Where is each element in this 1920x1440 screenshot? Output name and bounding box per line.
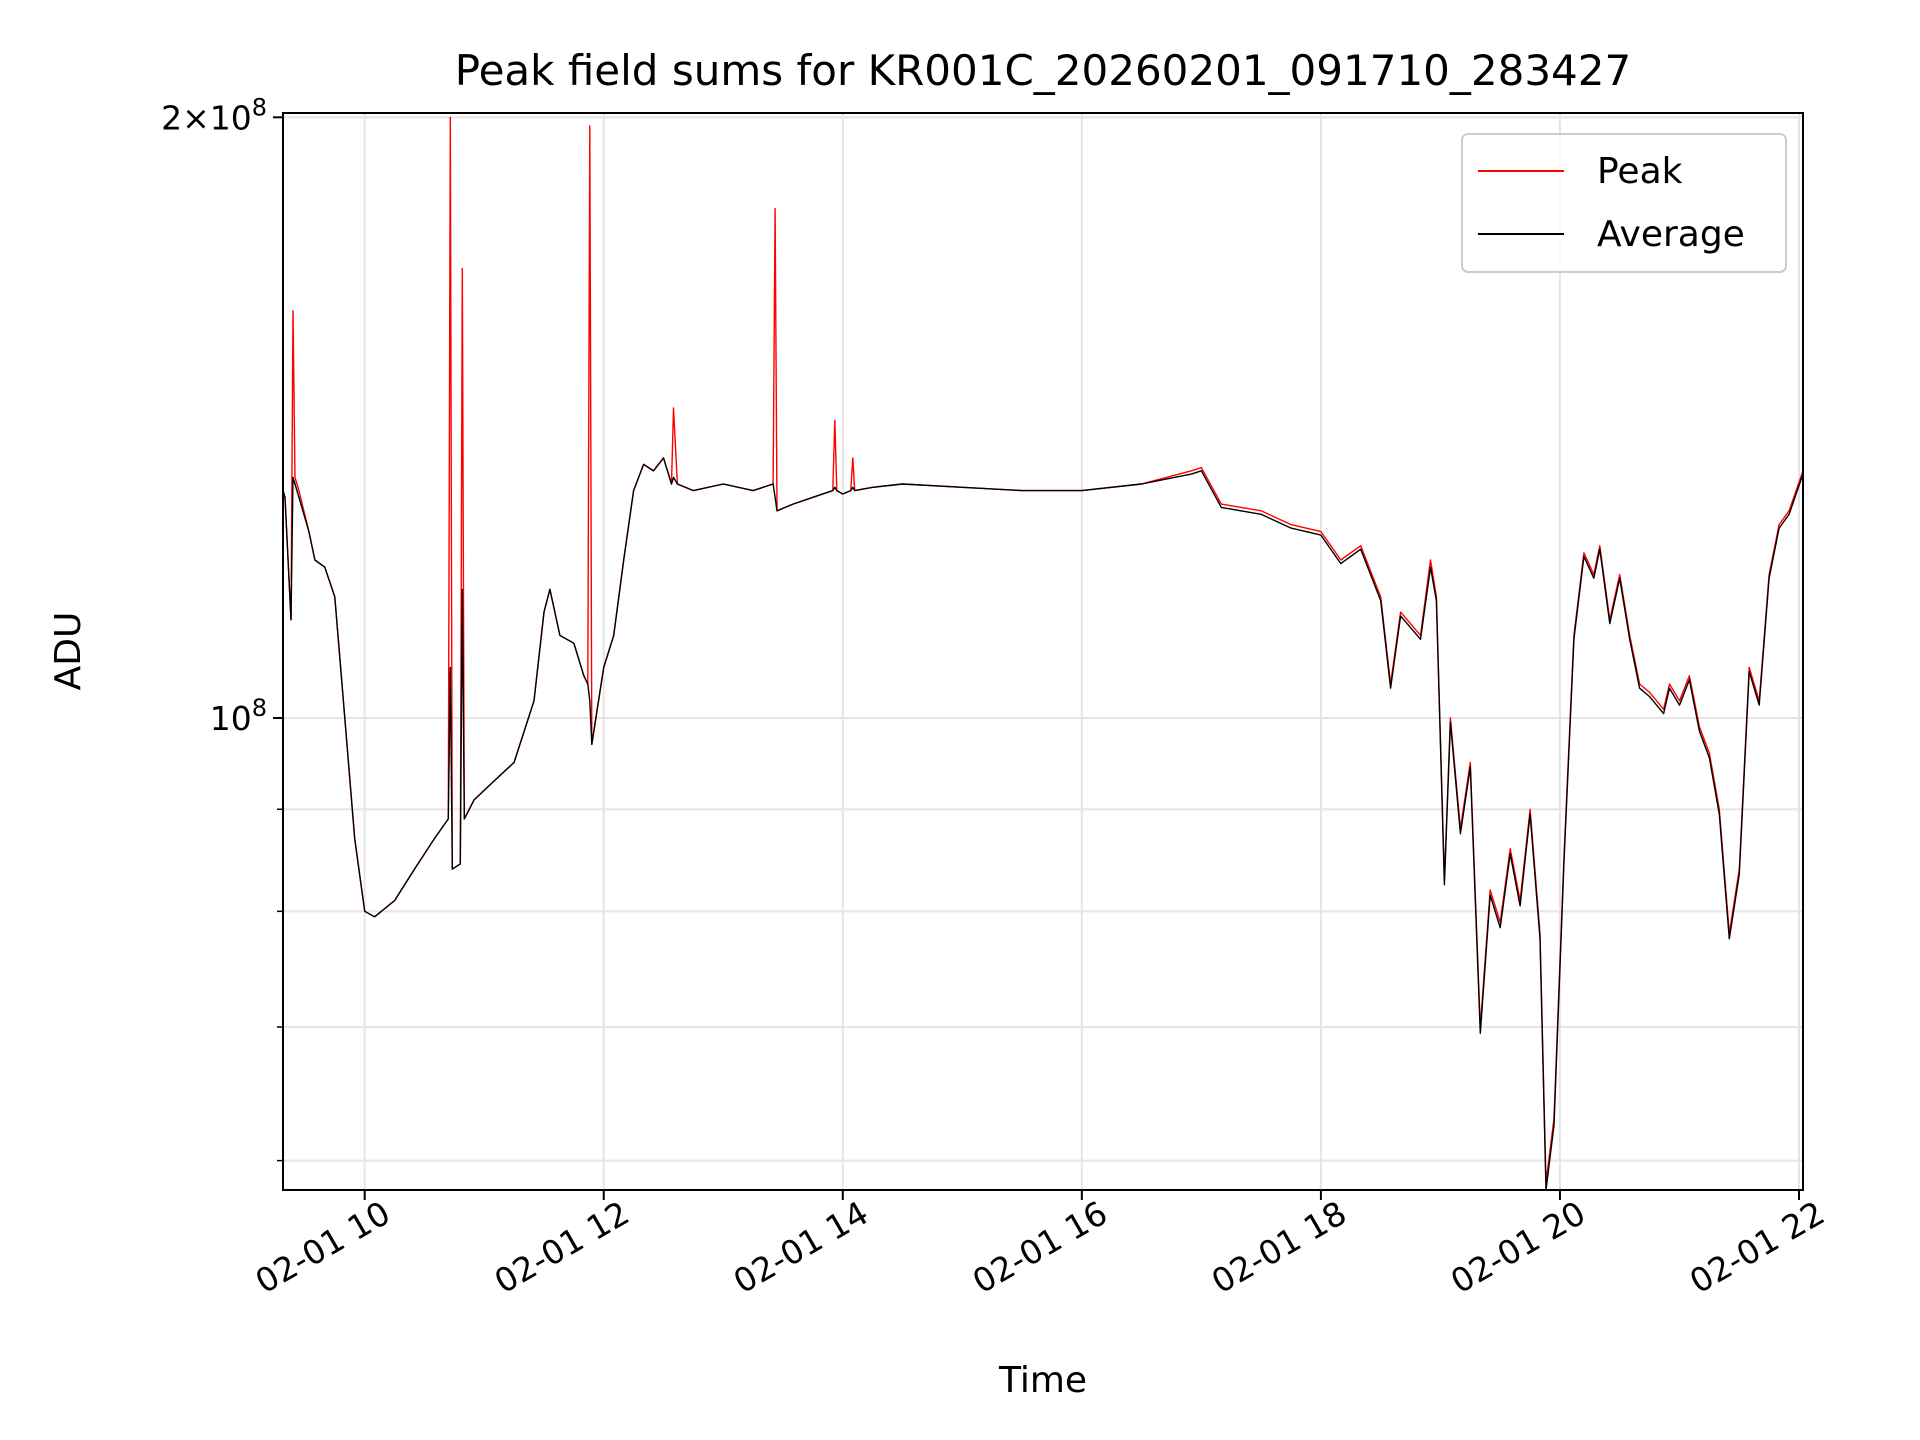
chart-title: Peak field sums for KR001C_20260201_0917… [455,46,1631,95]
x-axis-label: Time [998,1360,1087,1401]
y-axis-label: ADU [48,612,89,691]
series-lines [282,116,1804,1191]
legend: Peak Average [1461,133,1787,273]
legend-label-average: Average [1597,214,1745,255]
legend-box [1461,133,1787,273]
plot-frame [282,112,1804,1191]
legend-label-peak: Peak [1597,151,1683,192]
series-line-average [282,457,1804,1191]
y-tick-label: 2×108 [161,93,267,137]
